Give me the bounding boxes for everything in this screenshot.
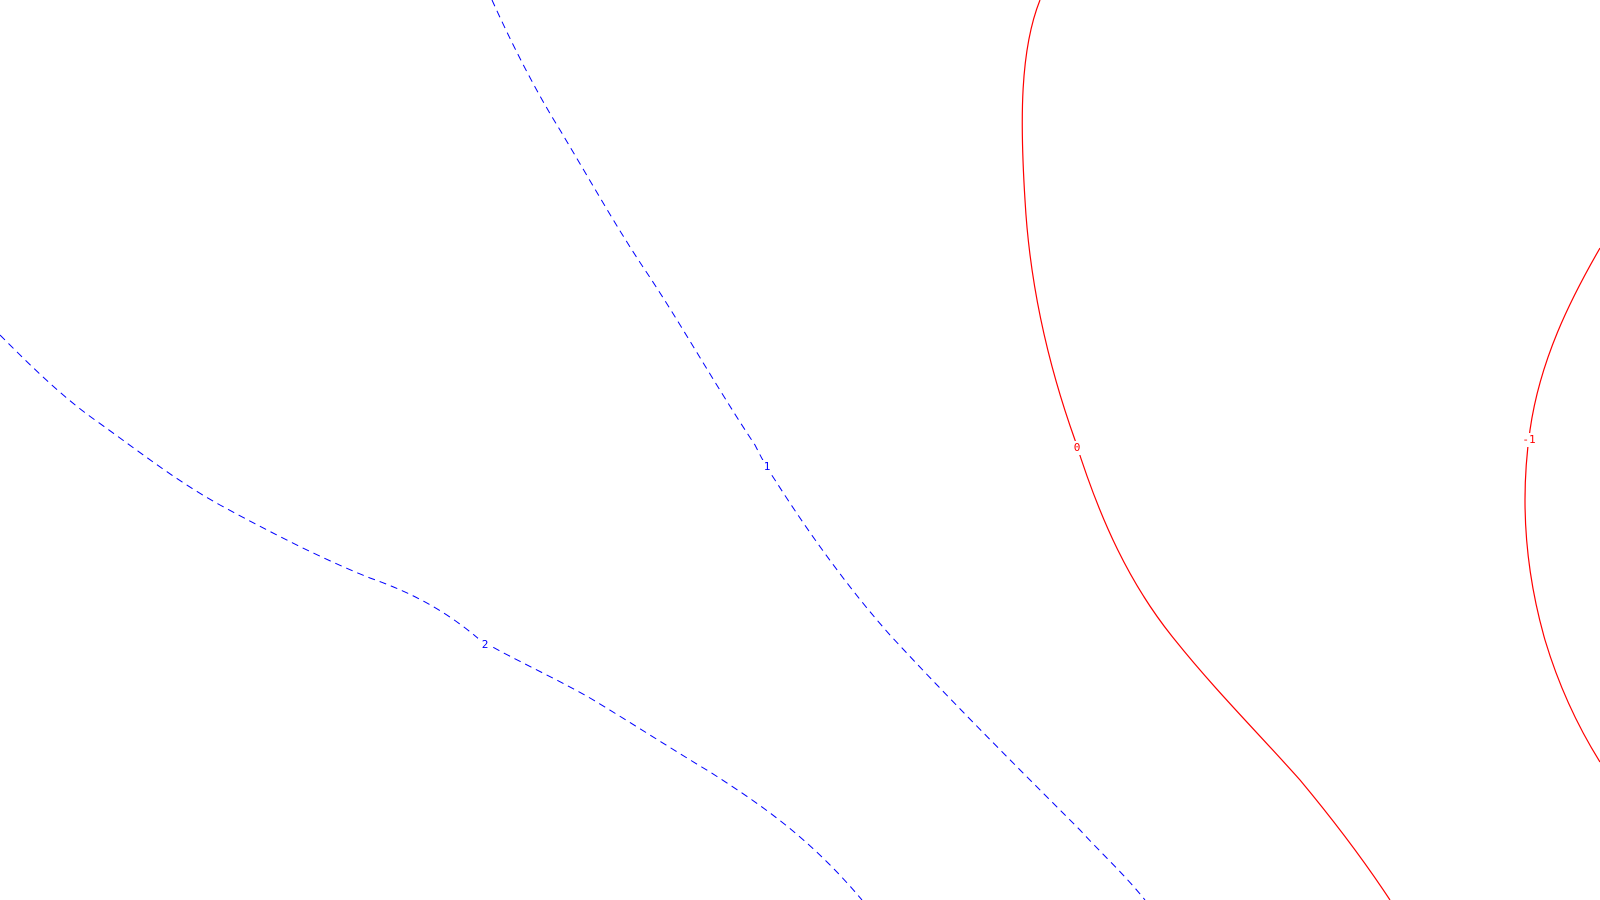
contour-label-0: 0 <box>1074 441 1081 454</box>
contour-label-bg-0 <box>1070 441 1084 455</box>
contour-line-neg1: -1 <box>1519 247 1600 763</box>
contour-path-neg1 <box>1524 247 1600 763</box>
contour-label-1: 1 <box>764 460 771 473</box>
contour-label-bg-1 <box>760 460 774 474</box>
contour-line-0: 0 <box>1021 0 1391 900</box>
contour-line-2: 2 <box>0 334 863 900</box>
contour-label-bg-2 <box>478 638 492 652</box>
contour-path-0 <box>1021 0 1391 900</box>
contour-label-neg1: -1 <box>1522 433 1535 446</box>
contour-label-bg-neg1 <box>1519 433 1539 447</box>
contour-label-2: 2 <box>482 638 489 651</box>
contour-line-1: 1 <box>491 0 1146 900</box>
